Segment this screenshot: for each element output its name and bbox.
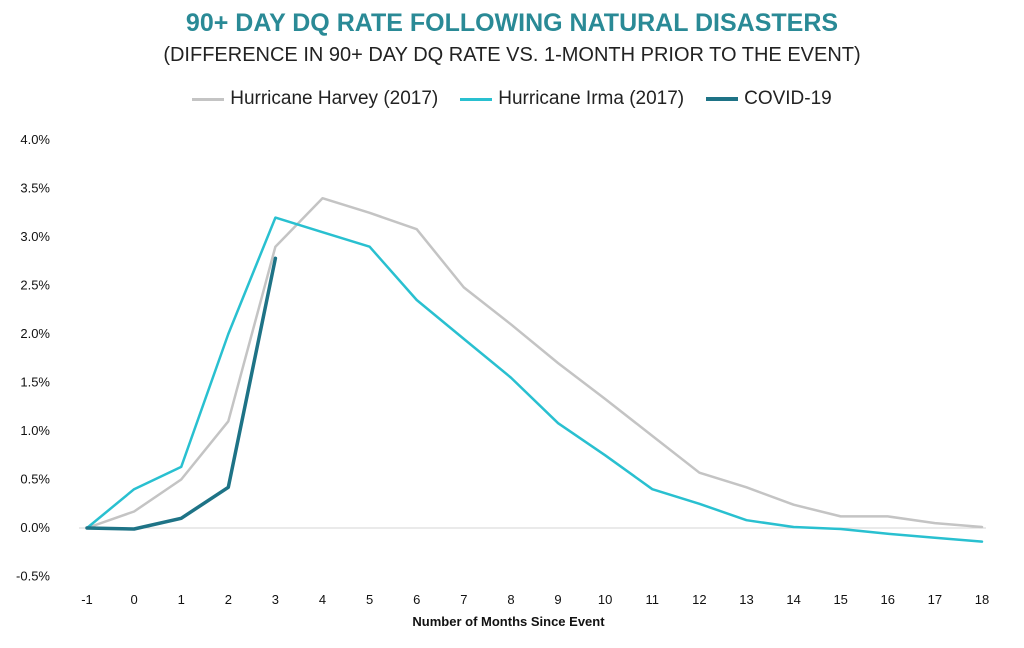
x-axis-title: Number of Months Since Event bbox=[412, 614, 605, 629]
x-tick-label: 1 bbox=[178, 592, 185, 607]
x-tick-label: 11 bbox=[646, 592, 660, 607]
x-tick-label: 14 bbox=[786, 592, 800, 607]
legend-swatch-covid bbox=[706, 97, 739, 101]
y-tick-label: 0.5% bbox=[20, 472, 50, 487]
chart-title: 90+ DAY DQ RATE FOLLOWING NATURAL DISAST… bbox=[185, 9, 839, 37]
x-tick-label: 17 bbox=[928, 592, 942, 607]
y-tick-label: 2.0% bbox=[20, 326, 50, 341]
x-tick-label: 12 bbox=[692, 592, 706, 607]
x-tick-label: -1 bbox=[81, 592, 93, 607]
y-tick-label: -0.5% bbox=[16, 569, 50, 584]
x-tick-label: 5 bbox=[366, 592, 373, 607]
y-tick-label: 0.0% bbox=[20, 520, 50, 535]
legend-label-irma: Hurricane Irma (2017) bbox=[498, 88, 685, 109]
x-tick-label: 15 bbox=[833, 592, 847, 607]
x-tick-label: 13 bbox=[739, 592, 753, 607]
x-tick-label: 3 bbox=[272, 592, 279, 607]
y-tick-label: 1.0% bbox=[20, 423, 50, 438]
y-tick-label: 4.0% bbox=[20, 132, 50, 147]
legend-label-harvey: Hurricane Harvey (2017) bbox=[230, 88, 439, 109]
series-line-harvey bbox=[85, 196, 984, 530]
legend-swatch-harvey bbox=[192, 97, 225, 101]
y-tick-label: 3.0% bbox=[20, 229, 50, 244]
x-tick-label: 6 bbox=[413, 592, 420, 607]
x-tick-label: 9 bbox=[554, 592, 561, 607]
series-line-covid bbox=[85, 256, 278, 531]
legend-item-harvey: Hurricane Harvey (2017) bbox=[192, 88, 438, 110]
legend-item-irma: Hurricane Irma (2017) bbox=[460, 88, 684, 110]
chart-subtitle: (DIFFERENCE IN 90+ DAY DQ RATE VS. 1-MON… bbox=[163, 44, 861, 66]
x-tick-label: 8 bbox=[507, 592, 514, 607]
legend-item-covid: COVID-19 bbox=[706, 88, 832, 110]
legend-label-covid: COVID-19 bbox=[744, 88, 832, 109]
y-tick-label: 1.5% bbox=[20, 375, 50, 390]
x-tick-label: 16 bbox=[881, 592, 895, 607]
x-tick-label: 10 bbox=[598, 592, 612, 607]
chart-legend: Hurricane Harvey (2017) Hurricane Irma (… bbox=[0, 88, 1024, 110]
y-tick-label: 2.5% bbox=[20, 278, 50, 293]
x-tick-label: 2 bbox=[225, 592, 232, 607]
x-tick-label: 4 bbox=[319, 592, 326, 607]
series-line-irma bbox=[85, 216, 984, 543]
y-tick-label: 3.5% bbox=[20, 181, 50, 196]
x-tick-label: 7 bbox=[460, 592, 467, 607]
x-tick-label: 18 bbox=[975, 592, 989, 607]
legend-swatch-irma bbox=[460, 97, 493, 101]
x-tick-label: 0 bbox=[130, 592, 137, 607]
